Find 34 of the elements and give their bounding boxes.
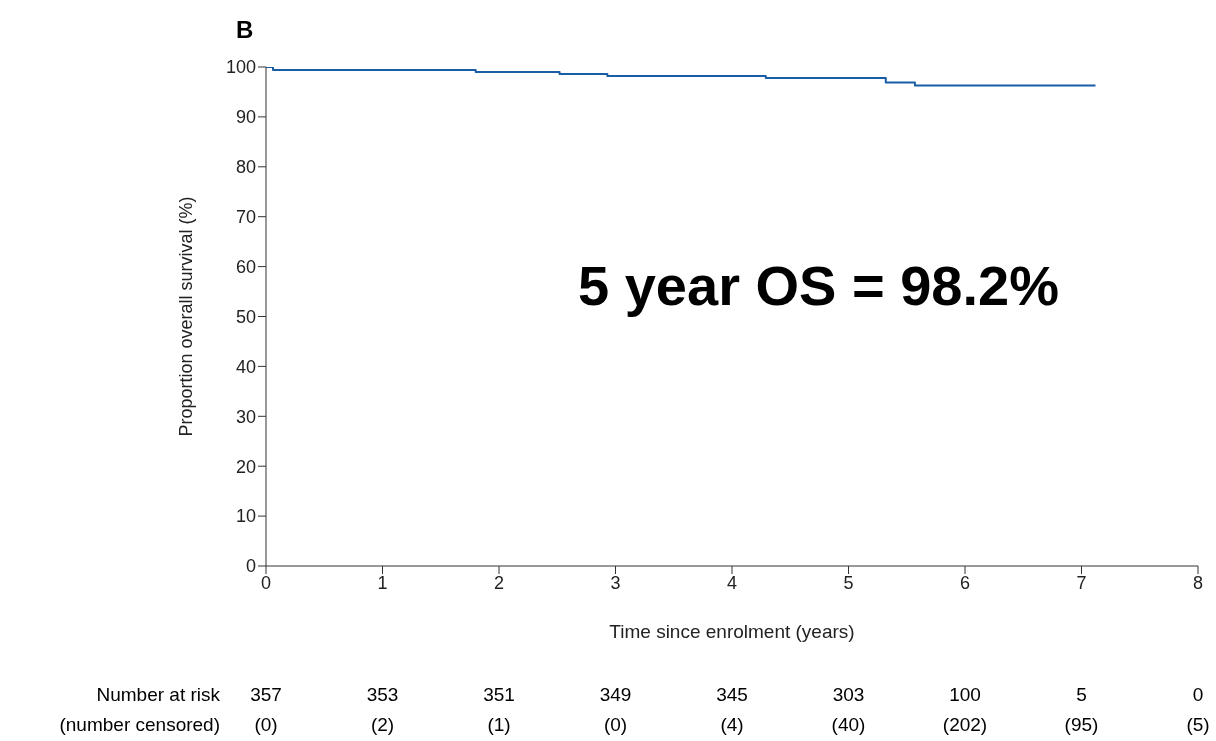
y-tick-label: 90	[235, 107, 256, 128]
y-tick-label: 70	[235, 207, 256, 228]
y-axis-title: Proportion overall survival (%)	[176, 196, 197, 437]
text: Number at risk (number censored)	[59, 683, 220, 737]
x-tick-label: 4	[726, 572, 738, 593]
text: 0 (5)	[1185, 683, 1211, 737]
x-tick-label: 2	[493, 572, 505, 593]
y-tick-label: 30	[235, 406, 256, 427]
y-tick-label: 60	[235, 256, 256, 277]
text: 5 (95)	[1063, 683, 1100, 737]
x-tick-label: 0	[260, 572, 272, 593]
x-tick-label: 3	[610, 572, 621, 593]
text: 100 (202)	[941, 683, 989, 737]
x-tick-label: 5	[843, 572, 854, 593]
text: 351 (1)	[482, 683, 516, 737]
text: 345 (4)	[715, 683, 749, 737]
x-tick-label: 6	[959, 572, 971, 593]
y-tick-label: 100	[225, 57, 256, 78]
y-tick-label: 0	[245, 556, 256, 577]
y-tick-label: 80	[235, 157, 256, 178]
x-tick-label: 7	[1076, 572, 1087, 593]
chart-title: B	[236, 16, 254, 44]
y-tick-label: 10	[235, 506, 256, 527]
text: 357 (0)	[249, 683, 283, 737]
y-tick-label: 40	[235, 356, 256, 377]
text: 353 (2)	[365, 683, 400, 737]
text: 303 (40)	[830, 683, 867, 737]
y-tick-label: 50	[235, 306, 256, 327]
x-tick-label: 8	[1192, 572, 1204, 593]
y-tick-label: 20	[235, 456, 256, 477]
annotation: 5 year OS = 98.2%	[578, 253, 1060, 318]
x-tick-label: 1	[377, 572, 388, 593]
x-axis-title: Time since enrolment (years)	[609, 621, 855, 642]
text: 349 (0)	[598, 683, 633, 737]
